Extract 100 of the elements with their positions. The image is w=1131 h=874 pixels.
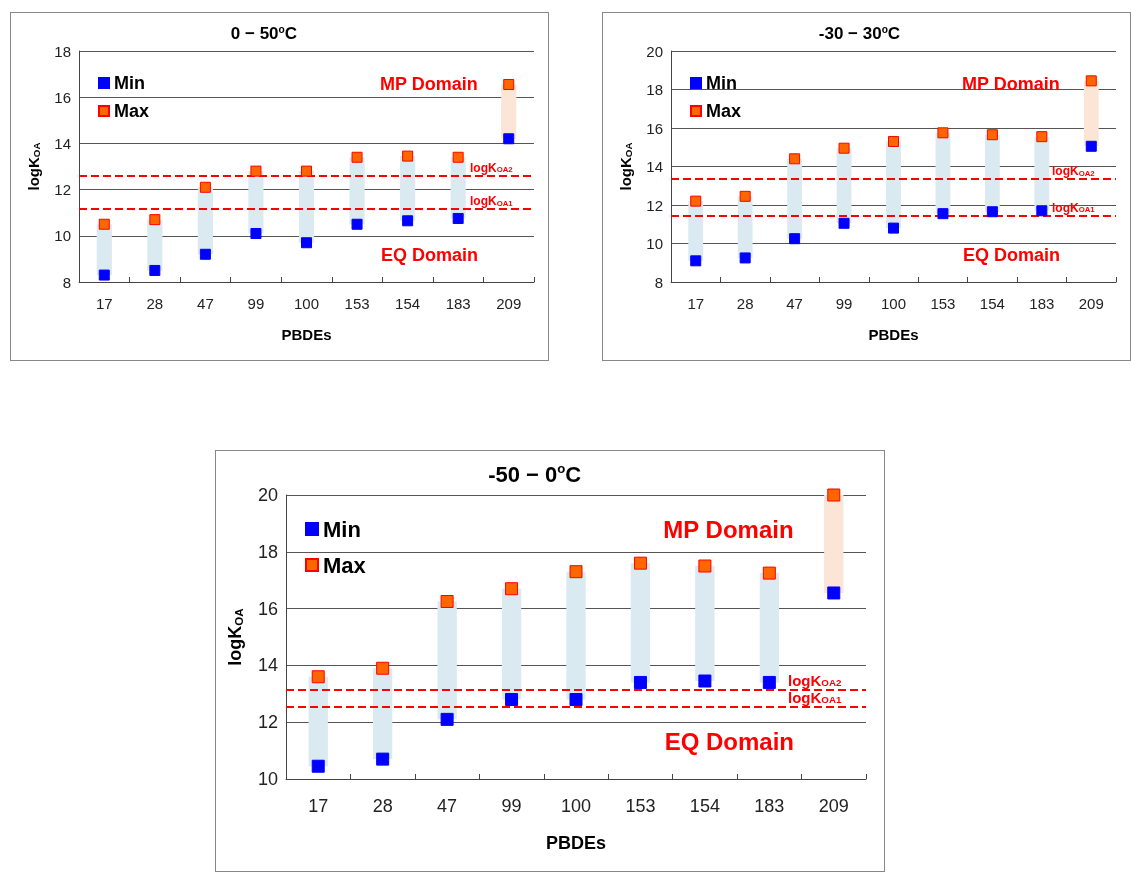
x-tick-label: 47 <box>437 796 458 816</box>
point <box>827 488 841 502</box>
point <box>98 218 110 230</box>
point <box>301 237 312 249</box>
point <box>311 759 325 773</box>
y-tick-label: 16 <box>646 119 663 137</box>
x-tick-label: 99 <box>501 796 522 816</box>
x-tick-label: 17 <box>687 295 705 312</box>
point <box>789 153 801 165</box>
point <box>937 208 949 220</box>
x-tick-label: 17 <box>95 295 113 312</box>
point <box>250 227 262 239</box>
y-tick-label: 12 <box>257 712 278 733</box>
x-tick-label: 209 <box>1078 295 1104 312</box>
point <box>986 206 998 218</box>
y-tick-label: 20 <box>646 42 663 60</box>
point <box>376 752 390 766</box>
y-tick-label: 12 <box>54 181 71 199</box>
x-axis-title: PBDEs <box>868 326 919 343</box>
x-tick-label: 209 <box>818 796 849 816</box>
point <box>351 218 363 230</box>
x-tick-label: 183 <box>1029 295 1055 312</box>
x-tick-label: 28 <box>146 295 164 312</box>
point <box>503 133 515 145</box>
y-tick-label: 16 <box>257 598 278 619</box>
point <box>633 675 647 689</box>
x-tick-label: 100 <box>880 295 907 312</box>
point <box>838 217 850 229</box>
x-tick-label: 28 <box>736 295 754 312</box>
point <box>505 692 519 706</box>
point <box>351 151 363 163</box>
x-tick-label: 100 <box>560 796 592 816</box>
point <box>199 248 211 260</box>
point <box>402 215 414 227</box>
point <box>149 264 161 276</box>
x-axis-title: PBDEs <box>281 326 332 343</box>
point <box>762 675 776 689</box>
y-tick-label: 8 <box>62 273 71 291</box>
legend-label: Min <box>323 516 361 542</box>
x-tick-label: 183 <box>445 295 471 312</box>
point <box>503 79 515 90</box>
y-tick-label: 20 <box>257 485 278 505</box>
point <box>505 582 519 596</box>
legend-label: Min <box>114 73 145 93</box>
point <box>569 692 583 706</box>
bar <box>695 566 715 682</box>
x-tick-label: 47 <box>197 295 214 312</box>
y-tick-label: 8 <box>654 273 663 291</box>
bar <box>759 573 779 683</box>
point <box>888 222 899 234</box>
y-axis-title: logKOA <box>225 607 245 666</box>
annotation: EQ Domain <box>664 727 795 755</box>
x-tick-label: 153 <box>930 295 956 312</box>
point <box>888 135 899 147</box>
point <box>690 255 702 267</box>
y-tick-label: 12 <box>646 196 663 214</box>
bar <box>630 563 651 683</box>
annotation: EQ Domain <box>962 245 1060 265</box>
point <box>311 670 325 684</box>
y-tick-label: 10 <box>257 769 278 789</box>
x-axis-title: PBDEs <box>545 833 607 853</box>
point <box>1085 140 1097 152</box>
point <box>827 586 841 600</box>
y-tick-label: 18 <box>54 42 71 60</box>
x-tick-label: 154 <box>689 796 720 816</box>
point <box>376 661 390 675</box>
y-axis-title: logKOA <box>25 142 42 191</box>
point <box>98 269 110 281</box>
point <box>452 212 464 224</box>
point <box>440 712 454 726</box>
point <box>838 142 850 154</box>
point <box>1036 205 1048 217</box>
y-axis-title: logKOA <box>617 142 634 191</box>
point <box>698 674 712 688</box>
y-tick-label: 16 <box>54 88 71 106</box>
point <box>569 565 583 579</box>
y-tick-label: 18 <box>257 541 278 562</box>
point <box>739 252 751 264</box>
x-tick-label: 153 <box>625 796 656 816</box>
point <box>739 190 751 202</box>
x-tick-label: 154 <box>979 295 1005 312</box>
ref-line-label: logKOA2 <box>788 671 842 689</box>
x-tick-label: 99 <box>835 295 853 312</box>
point <box>1036 131 1048 143</box>
point <box>250 165 262 177</box>
ref-line-label: logKOA1 <box>788 688 842 706</box>
x-tick-label: 209 <box>496 295 522 312</box>
bar <box>437 601 457 720</box>
annotation: EQ Domain <box>380 245 478 265</box>
legend-label: Max <box>323 552 367 578</box>
x-tick-label: 99 <box>247 295 265 312</box>
point <box>1085 75 1097 87</box>
y-tick-label: 10 <box>54 227 71 245</box>
y-tick-label: 14 <box>646 158 663 175</box>
point <box>698 559 712 573</box>
point <box>633 556 647 570</box>
annotation: MP Domain <box>379 74 478 94</box>
annotation: MP Domain <box>663 515 794 543</box>
y-tick-label: 14 <box>257 655 278 676</box>
point <box>762 566 776 580</box>
